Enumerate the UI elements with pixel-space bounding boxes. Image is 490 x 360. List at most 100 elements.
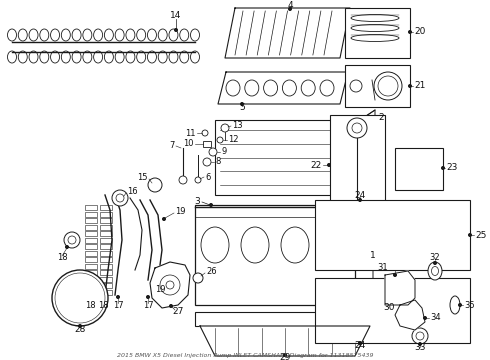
Ellipse shape — [94, 29, 102, 41]
Text: 2: 2 — [378, 112, 384, 122]
Text: 18: 18 — [57, 253, 67, 262]
Bar — [85, 277, 97, 282]
Text: 17: 17 — [143, 301, 153, 310]
Ellipse shape — [137, 51, 146, 63]
Text: 24: 24 — [354, 342, 366, 351]
Ellipse shape — [29, 51, 38, 63]
Ellipse shape — [351, 24, 399, 31]
Text: 20: 20 — [414, 27, 425, 36]
Bar — [100, 225, 112, 230]
Text: 9: 9 — [221, 148, 226, 157]
Circle shape — [468, 234, 471, 237]
Bar — [85, 264, 97, 269]
Circle shape — [241, 103, 244, 105]
Ellipse shape — [374, 72, 402, 100]
Bar — [100, 212, 112, 216]
Ellipse shape — [241, 227, 269, 263]
Circle shape — [72, 290, 88, 306]
Text: 34: 34 — [430, 314, 441, 323]
Text: 35: 35 — [464, 301, 475, 310]
Bar — [100, 205, 112, 210]
Text: 24: 24 — [354, 192, 366, 201]
Text: 29: 29 — [279, 354, 291, 360]
Text: 21: 21 — [414, 81, 425, 90]
Circle shape — [350, 201, 364, 215]
Ellipse shape — [158, 29, 167, 41]
Ellipse shape — [83, 29, 92, 41]
Ellipse shape — [428, 262, 442, 280]
Ellipse shape — [320, 80, 334, 96]
Bar — [100, 277, 112, 282]
Text: 7: 7 — [170, 141, 175, 150]
Ellipse shape — [104, 29, 113, 41]
Polygon shape — [150, 262, 190, 308]
Ellipse shape — [61, 51, 71, 63]
Circle shape — [78, 324, 81, 328]
Bar — [100, 218, 112, 223]
Ellipse shape — [201, 227, 229, 263]
Circle shape — [174, 28, 177, 31]
Text: 17: 17 — [113, 301, 123, 310]
Ellipse shape — [72, 51, 81, 63]
Ellipse shape — [18, 51, 27, 63]
Circle shape — [147, 296, 149, 298]
Circle shape — [155, 280, 158, 284]
Text: 22: 22 — [311, 161, 322, 170]
Circle shape — [370, 312, 373, 315]
Text: 4: 4 — [287, 0, 293, 9]
Ellipse shape — [115, 51, 124, 63]
Circle shape — [163, 217, 166, 220]
Circle shape — [347, 118, 367, 138]
Circle shape — [68, 236, 76, 244]
Polygon shape — [395, 300, 425, 330]
Ellipse shape — [191, 29, 199, 41]
Text: 3: 3 — [194, 198, 200, 207]
Text: 15: 15 — [138, 174, 148, 183]
Text: 8: 8 — [215, 158, 221, 166]
Text: 18: 18 — [98, 301, 108, 310]
Polygon shape — [200, 326, 370, 356]
Ellipse shape — [282, 80, 296, 96]
Circle shape — [193, 273, 203, 283]
Bar — [85, 251, 97, 256]
Ellipse shape — [191, 51, 199, 63]
Ellipse shape — [147, 29, 156, 41]
Circle shape — [352, 253, 356, 256]
Circle shape — [209, 148, 217, 156]
Ellipse shape — [126, 29, 135, 41]
Text: 28: 28 — [74, 325, 86, 334]
Ellipse shape — [378, 76, 398, 96]
Text: 1: 1 — [370, 251, 376, 260]
Bar — [203, 141, 211, 147]
Bar — [85, 283, 97, 288]
Ellipse shape — [180, 29, 189, 41]
Circle shape — [441, 166, 444, 170]
Circle shape — [148, 178, 162, 192]
Ellipse shape — [7, 51, 17, 63]
Ellipse shape — [94, 51, 102, 63]
Circle shape — [66, 246, 69, 248]
Bar — [85, 244, 97, 249]
Text: 25: 25 — [475, 230, 487, 239]
Ellipse shape — [137, 29, 146, 41]
Text: 27: 27 — [172, 307, 184, 316]
Ellipse shape — [29, 29, 38, 41]
Circle shape — [416, 332, 424, 340]
Bar — [100, 238, 112, 243]
Ellipse shape — [301, 80, 315, 96]
Bar — [100, 264, 112, 269]
Circle shape — [62, 280, 98, 316]
Polygon shape — [385, 271, 415, 305]
Ellipse shape — [180, 51, 189, 63]
Circle shape — [179, 176, 187, 184]
Bar — [85, 290, 97, 295]
Circle shape — [170, 305, 172, 307]
Text: 16: 16 — [127, 188, 138, 197]
Bar — [345, 8, 410, 58]
Bar — [85, 218, 97, 223]
Bar — [100, 251, 112, 256]
Ellipse shape — [450, 296, 460, 314]
Text: 12: 12 — [228, 135, 239, 144]
Bar — [85, 231, 97, 236]
Bar — [100, 270, 112, 275]
